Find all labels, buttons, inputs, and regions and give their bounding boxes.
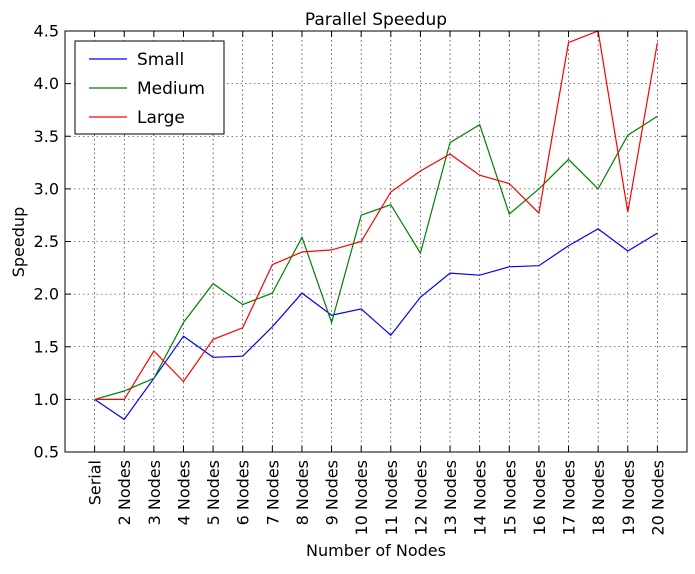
axes: 0.5 1.0 1.5 2.0 2.5 3.0 3.5 4.0 4.5 Serial 2 Nodes… [34, 22, 688, 536]
y-axis-label: Speedup [9, 207, 28, 277]
y-tick-label: 1.0 [34, 390, 59, 409]
x-axis-label: Number of Nodes [306, 541, 446, 560]
x-tick-label: 7 Nodes [263, 460, 282, 525]
x-tick-label: 11 Nodes [382, 460, 401, 536]
legend-label-medium: Medium [137, 79, 205, 99]
x-tick-label: 8 Nodes [293, 460, 312, 525]
y-tick-label: 2.0 [34, 285, 59, 304]
legend: Small Medium Large [74, 40, 225, 135]
x-tick-label: 10 Nodes [352, 460, 371, 536]
x-tick-label: 15 Nodes [500, 460, 519, 536]
x-tick-label: Serial [86, 460, 105, 505]
x-tick-label: 6 Nodes [234, 460, 253, 525]
x-tick-label: 9 Nodes [323, 460, 342, 525]
x-tick-label: 2 Nodes [115, 460, 134, 525]
series-lines [94, 30, 658, 421]
x-tick-label: 14 Nodes [471, 460, 490, 536]
x-tick-label: 17 Nodes [560, 460, 579, 536]
legend-label-small: Small [137, 50, 184, 70]
x-tick-label: 5 Nodes [204, 460, 223, 525]
x-tick-label: 18 Nodes [589, 460, 608, 536]
y-tick-label: 0.5 [34, 443, 59, 462]
y-tick-label: 2.5 [34, 232, 59, 251]
x-tick-label: 12 Nodes [411, 460, 430, 536]
y-tick-label: 4.5 [34, 22, 59, 41]
x-tick-label: 16 Nodes [530, 460, 549, 536]
x-tick-label: 13 Nodes [441, 460, 460, 536]
y-tick-label: 3.0 [34, 179, 59, 198]
y-tick-label: 4.0 [34, 74, 59, 93]
x-tick-label: 19 Nodes [619, 460, 638, 536]
series-line-medium [94, 115, 658, 400]
legend-label-large: Large [137, 108, 185, 128]
x-tick-label: 3 Nodes [145, 460, 164, 525]
chart-title: Parallel Speedup [305, 10, 447, 30]
y-tick-label: 3.5 [34, 127, 59, 146]
x-tick-label: 4 Nodes [174, 460, 193, 525]
x-tick-label: 20 Nodes [648, 460, 667, 536]
series-line-large [94, 30, 658, 400]
series-line-small [94, 228, 658, 421]
y-tick-label: 1.5 [34, 337, 59, 356]
